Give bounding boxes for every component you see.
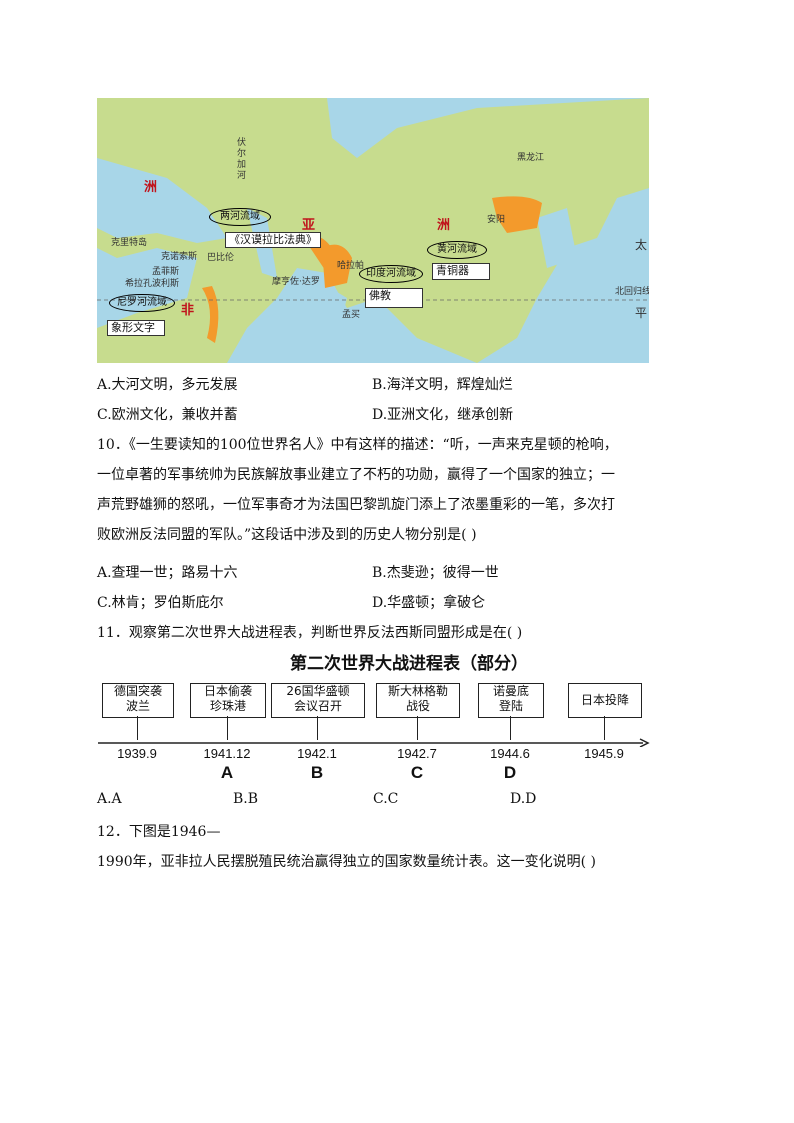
event-line-1: 日本偷袭 [203, 684, 252, 698]
timeline-event-box: 26国华盛顿 会议召开 [271, 683, 365, 718]
map-label-asia-zhou: 洲 [437, 218, 451, 233]
q11-option-a[interactable]: A.A [97, 791, 122, 807]
timeline-tick [137, 716, 138, 740]
timeline-date: 1945.9 [584, 746, 624, 761]
oval-yellow-river: 黄河流域 [427, 241, 487, 259]
event-line-2: 登陆 [498, 699, 523, 713]
timeline-tick [227, 716, 228, 740]
map-label-mohenjo: 摩亨佐·达罗 [272, 277, 320, 287]
timeline-title: 第二次世界大战进程表（部分） [290, 654, 528, 674]
q9-option-d[interactable]: D.亚洲文化，继承创新 [372, 407, 514, 423]
map-label-pacific-ping: 平 [635, 306, 648, 320]
event-line-2: 珍珠港 [209, 699, 246, 713]
timeline-axis-arrow [98, 738, 650, 747]
q11-option-c[interactable]: C.C [373, 791, 399, 807]
map-label-tropic: 北回归线 [615, 287, 649, 297]
timeline-event-box: 斯大林格勒 战役 [376, 683, 460, 718]
map-label-babylon: 巴比伦 [207, 253, 235, 263]
timeline-event-box: 诺曼底 登陆 [478, 683, 544, 718]
map-label-europe: 洲 [144, 180, 158, 195]
event-line-1: 斯大林格勒 [387, 684, 448, 698]
label-buddhism: 佛教 [365, 288, 423, 308]
q10-stem-line: 败欧洲反法同盟的军队。”这段话中涉及到的历史人物分别是( ) [97, 527, 477, 543]
label-bronze: 青铜器 [432, 263, 490, 280]
timeline-date: 1939.9 [117, 746, 157, 761]
oval-mesopotamia: 两河流域 [209, 208, 271, 226]
timeline-date: 1942.1 [297, 746, 337, 761]
timeline-date: 1944.6 [490, 746, 530, 761]
timeline-letter: C [410, 763, 424, 782]
q10-stem-line: 10．《一生要读知的100位世界名人》中有这样的描述：“听，一声来克星顿的枪响， [97, 437, 618, 453]
timeline-date: 1941.12 [203, 746, 251, 761]
map-label-mumbai: 孟买 [342, 310, 361, 320]
map-label-knossos: 克诺索斯 [161, 252, 198, 262]
map-label-harappa: 哈拉帕 [337, 261, 365, 271]
q10-option-b[interactable]: B.杰斐逊；彼得一世 [372, 565, 499, 581]
map-label-asia-ya: 亚 [302, 218, 316, 233]
event-line-1: 德国突袭 [113, 684, 162, 698]
label-hieroglyph: 象形文字 [107, 320, 165, 336]
q10-option-c[interactable]: C.林肯；罗伯斯庇尔 [97, 595, 224, 611]
q11-option-b[interactable]: B.B [233, 791, 259, 807]
map-background [97, 98, 649, 363]
oval-nile: 尼罗河流域 [109, 294, 175, 312]
map-label-hierakonpolis: 希拉孔波利斯 [125, 279, 180, 289]
q12-stem-line: 1990年，亚非拉人民摆脱殖民统治赢得独立的国家数量统计表。这一变化说明( ) [97, 854, 597, 870]
timeline-letter: D [503, 763, 517, 782]
map-label-volga: 伏尔加河 [237, 138, 247, 181]
map-label-africa: 非 [181, 303, 195, 318]
q9-option-b[interactable]: B.海洋文明，辉煌灿烂 [372, 377, 513, 393]
q11-option-d[interactable]: D.D [510, 791, 537, 807]
q12-stem-line: 12．下图是1946— [97, 824, 221, 840]
event-line-2: 波兰 [125, 699, 150, 713]
q11-stem: 11．观察第二次世界大战进程表，判断世界反法西斯同盟形成是在( ) [97, 625, 523, 641]
event-line-2: 会议召开 [293, 699, 342, 713]
timeline-tick [510, 716, 511, 740]
timeline-tick [604, 716, 605, 740]
map-label-pacific-tai: 太 [635, 238, 648, 252]
q10-option-a[interactable]: A.查理一世；路易十六 [97, 565, 238, 581]
timeline-event-box: 德国突袭 波兰 [102, 683, 174, 718]
map-label-memphis: 孟菲斯 [152, 267, 180, 277]
ancient-civilizations-map: 洲 亚 洲 非 克里特岛 克诺索斯 巴比伦 孟菲斯 希拉孔波利斯 哈拉帕 摩亨佐… [97, 98, 649, 363]
q10-option-d[interactable]: D.华盛顿；拿破仑 [372, 595, 486, 611]
event-line-1: 诺曼底 [492, 684, 529, 698]
map-label-crete: 克里特岛 [111, 238, 148, 248]
q9-option-a[interactable]: A.大河文明，多元发展 [97, 377, 238, 393]
ww2-timeline: 第二次世界大战进程表（部分） 德国突袭 波兰 1939.9 日本偷袭 珍珠港 194… [95, 652, 655, 782]
event-line-2: 战役 [405, 699, 430, 713]
label-hammurabi-code: 《汉谟拉比法典》 [225, 232, 321, 248]
event-line-1: 26国华盛顿 [286, 684, 350, 698]
q10-stem-line: 声荒野雄狮的怒吼，一位军事奇才为法国巴黎凯旋门添上了浓墨重彩的一笔，多次打 [97, 497, 615, 513]
timeline-tick [417, 716, 418, 740]
timeline-letter: B [310, 763, 324, 782]
q10-stem-line: 一位卓著的军事统帅为民族解放事业建立了不朽的功勋，赢得了一个国家的独立；一 [97, 467, 615, 483]
oval-indus: 印度河流域 [359, 265, 423, 283]
q9-option-c[interactable]: C.欧洲文化，兼收并蓄 [97, 407, 238, 423]
timeline-event-box: 日本偷袭 珍珠港 [190, 683, 266, 718]
map-label-heilongjiang: 黑龙江 [517, 153, 545, 163]
timeline-date: 1942.7 [397, 746, 437, 761]
timeline-letter: A [220, 763, 234, 782]
timeline-tick [317, 716, 318, 740]
map-label-anyang: 安阳 [487, 215, 506, 225]
timeline-event-box: 日本投降 [568, 683, 642, 718]
event-line-1: 日本投降 [580, 693, 629, 707]
